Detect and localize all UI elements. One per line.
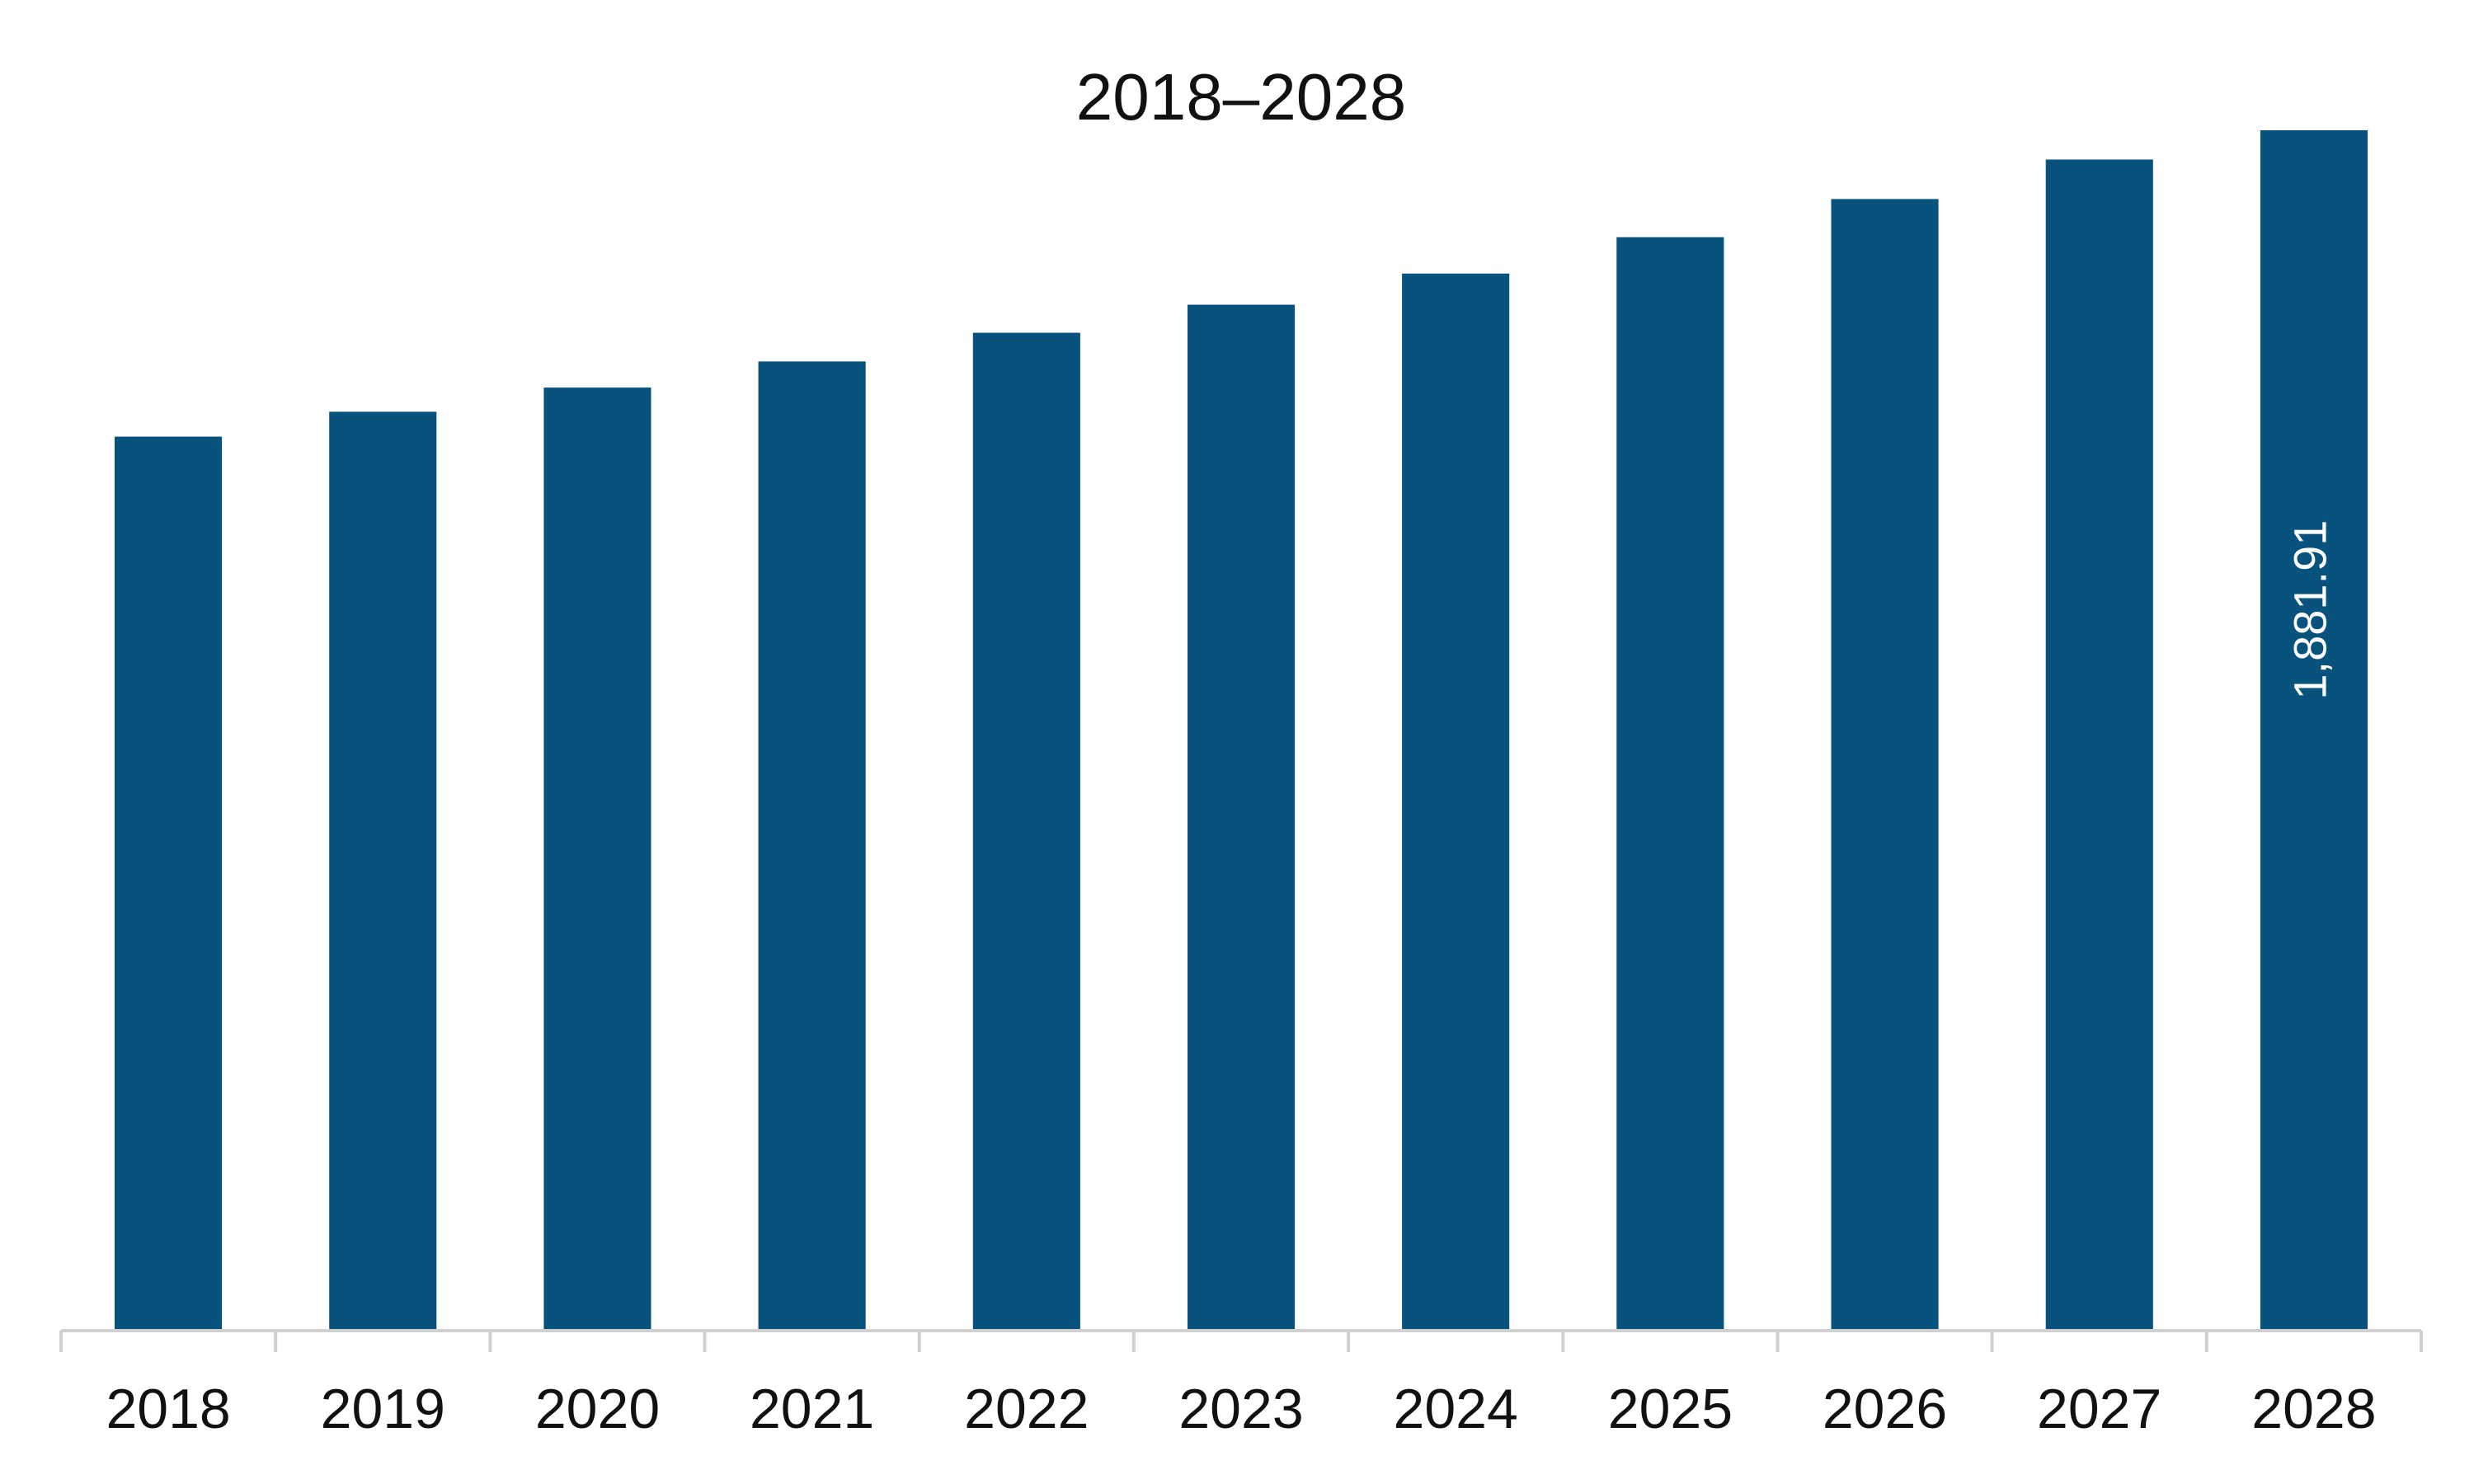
- bars-group: [115, 130, 2368, 1330]
- x-tick-label: 2018: [106, 1378, 230, 1440]
- x-tick-label: 2027: [2037, 1378, 2161, 1440]
- bar-2018: [115, 436, 223, 1329]
- x-tick-label: 2020: [535, 1378, 660, 1440]
- x-tick-label: 2022: [964, 1378, 1089, 1440]
- x-tick-label: 2019: [321, 1378, 445, 1440]
- x-tick-label: 2024: [1394, 1378, 1518, 1440]
- bar-2019: [329, 411, 437, 1329]
- x-tick-label: 2026: [1823, 1378, 1947, 1440]
- bar-2027: [2045, 159, 2153, 1329]
- x-tick-label: 2025: [1608, 1378, 1733, 1440]
- x-tick-label: 2023: [1178, 1378, 1303, 1440]
- bar-2021: [758, 361, 866, 1329]
- data-labels-group: 1,881.91: [2284, 520, 2336, 700]
- x-tick-label: 2021: [750, 1378, 874, 1440]
- chart-title: 2018–2028: [1076, 60, 1406, 134]
- bar-2026: [1831, 199, 1939, 1329]
- bar-2022: [972, 332, 1080, 1330]
- bar-2028: [2260, 130, 2368, 1329]
- x-axis-tick-labels: 2018 2019 2020 2021 2022 2023 2024 2025 2026 2027…: [106, 1378, 2376, 1440]
- bar-2020: [543, 387, 651, 1330]
- x-axis-ticks: [59, 1331, 2423, 1352]
- x-tick-label: 2028: [2251, 1378, 2376, 1440]
- bar-2025: [1616, 237, 1724, 1330]
- bar-2024: [1402, 273, 1510, 1329]
- data-label-2028: 1,881.91: [2284, 520, 2336, 700]
- bar-2023: [1188, 304, 1296, 1330]
